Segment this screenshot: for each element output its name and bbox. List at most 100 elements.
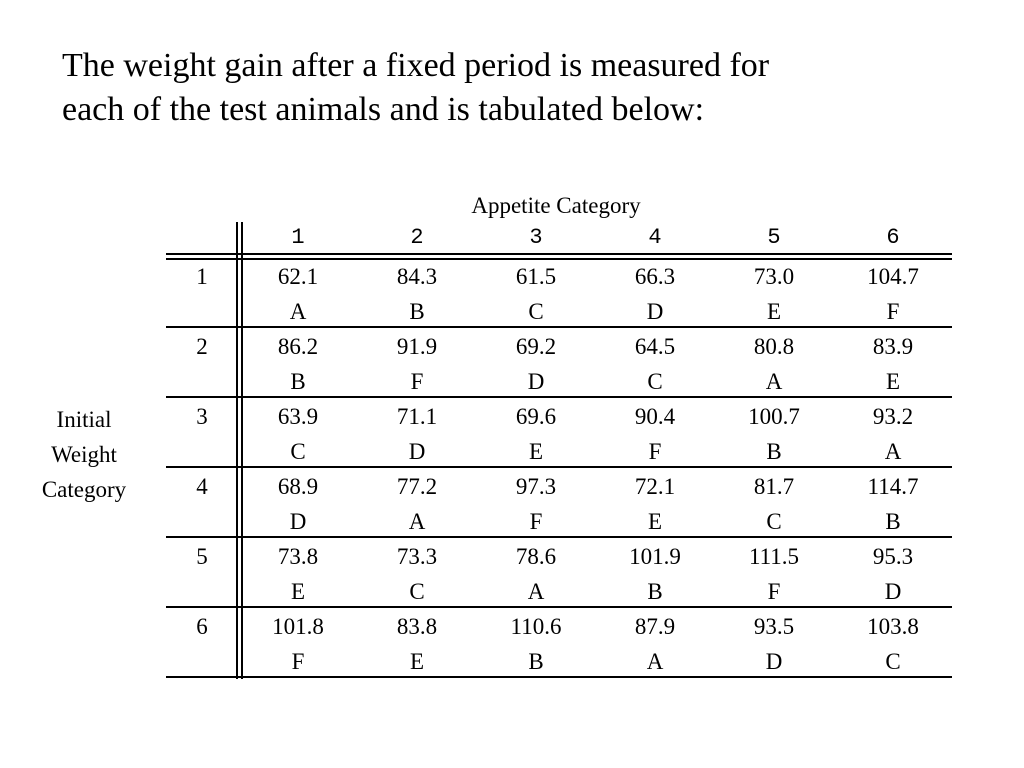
treatment-letter: A xyxy=(527,579,545,604)
treatment-letter: A xyxy=(765,369,783,394)
weight-gain-value: 78.6 xyxy=(515,544,557,569)
table-cell: 100.7 B xyxy=(724,403,824,473)
weight-gain-value: 97.3 xyxy=(515,474,557,499)
table-cell: 101.8 F xyxy=(248,613,348,683)
intro-line-2: each of the test animals and is tabulate… xyxy=(62,91,705,128)
row-group-title-line-2: Weight xyxy=(51,442,117,467)
table-cell: 87.9 A xyxy=(605,613,705,683)
treatment-letter: A xyxy=(408,509,426,534)
row-divider xyxy=(166,536,952,538)
row-group-title: Initial Weight Category xyxy=(24,402,144,507)
treatment-letter: D xyxy=(765,649,783,674)
weight-gain-value: 81.7 xyxy=(753,474,795,499)
treatment-letter: E xyxy=(885,369,901,394)
weight-gain-value: 73.3 xyxy=(396,544,438,569)
weight-gain-value: 111.5 xyxy=(748,544,800,569)
treatment-letter: D xyxy=(646,299,664,324)
row-label: 2 xyxy=(196,334,208,359)
row-label-divider xyxy=(236,222,238,679)
table-cell: 61.5 C xyxy=(486,263,586,333)
row-label: 6 xyxy=(196,614,208,639)
treatment-letter: B xyxy=(647,579,663,604)
treatment-letter: B xyxy=(290,369,306,394)
row-label-divider xyxy=(241,222,243,679)
treatment-letter: E xyxy=(290,579,306,604)
treatment-letter: C xyxy=(647,369,663,394)
treatment-letter: F xyxy=(291,649,305,674)
treatment-letter: E xyxy=(766,299,782,324)
row-label: 5 xyxy=(196,544,208,569)
table-cell: 93.2 A xyxy=(843,403,943,473)
treatment-letter: D xyxy=(527,369,545,394)
row-label: 4 xyxy=(196,474,208,499)
row-group-title-line-1: Initial xyxy=(56,407,112,432)
weight-gain-value: 103.8 xyxy=(867,614,919,639)
table-cell: 97.3 F xyxy=(486,473,586,543)
row-divider xyxy=(166,466,952,468)
column-header: 6 xyxy=(886,225,900,250)
weight-gain-value: 87.9 xyxy=(634,614,676,639)
weight-gain-value: 71.1 xyxy=(396,404,438,429)
table-cell: 93.5 D xyxy=(724,613,824,683)
table-cell: 62.1 A xyxy=(248,263,348,333)
table-cell: 78.6 A xyxy=(486,543,586,613)
header-divider xyxy=(166,258,952,260)
weight-gain-value: 93.5 xyxy=(753,614,795,639)
table-cell: 83.9 E xyxy=(843,333,943,403)
weight-gain-value: 61.5 xyxy=(515,264,557,289)
row-label: 1 xyxy=(196,264,208,289)
weight-gain-value: 77.2 xyxy=(396,474,438,499)
treatment-letter: E xyxy=(528,439,544,464)
table-cell: 111.5 F xyxy=(724,543,824,613)
treatment-letter: C xyxy=(885,649,901,674)
weight-gain-value: 64.5 xyxy=(634,334,676,359)
table-cell: 84.3 B xyxy=(367,263,467,333)
table-cell: 91.9 F xyxy=(367,333,467,403)
table-cell: 73.3 C xyxy=(367,543,467,613)
treatment-letter: F xyxy=(410,369,424,394)
intro-line-1: The weight gain after a fixed period is … xyxy=(62,47,770,84)
treatment-letter: F xyxy=(648,439,662,464)
weight-gain-value: 95.3 xyxy=(872,544,914,569)
weight-gain-value: 101.9 xyxy=(629,544,681,569)
weight-gain-value: 69.6 xyxy=(515,404,557,429)
weight-gain-value: 63.9 xyxy=(277,404,319,429)
row-divider xyxy=(166,606,952,608)
table-cell: 90.4 F xyxy=(605,403,705,473)
treatment-letter: F xyxy=(767,579,781,604)
treatment-letter: B xyxy=(885,509,901,534)
treatment-letter: B xyxy=(766,439,782,464)
column-header: 1 xyxy=(291,225,305,250)
table-cell: 72.1 E xyxy=(605,473,705,543)
table-cell: 83.8 E xyxy=(367,613,467,683)
treatment-letter: C xyxy=(290,439,306,464)
table-cell: 64.5 C xyxy=(605,333,705,403)
header-divider xyxy=(166,253,952,255)
table-cell: 68.9 D xyxy=(248,473,348,543)
weight-gain-value: 100.7 xyxy=(748,404,800,429)
table-cell: 73.8 E xyxy=(248,543,348,613)
weight-gain-value: 91.9 xyxy=(396,334,438,359)
weight-gain-value: 101.8 xyxy=(272,614,324,639)
table-cell: 114.7 B xyxy=(843,473,943,543)
treatment-letter: A xyxy=(884,439,902,464)
treatment-letter: D xyxy=(884,579,902,604)
treatment-letter: E xyxy=(647,509,663,534)
table-cell: 81.7 C xyxy=(724,473,824,543)
weight-gain-value: 86.2 xyxy=(277,334,319,359)
table-cell: 86.2 B xyxy=(248,333,348,403)
table-cell: 66.3 D xyxy=(605,263,705,333)
weight-gain-value: 72.1 xyxy=(634,474,676,499)
table-cell: 71.1 D xyxy=(367,403,467,473)
treatment-letter: A xyxy=(289,299,307,324)
column-header: 2 xyxy=(410,225,424,250)
table-cell: 63.9 C xyxy=(248,403,348,473)
treatment-letter: A xyxy=(646,649,664,674)
column-header: 3 xyxy=(529,225,543,250)
weight-gain-value: 83.8 xyxy=(396,614,438,639)
row-divider xyxy=(166,396,952,398)
treatment-letter: F xyxy=(529,509,543,534)
row-divider xyxy=(166,326,952,328)
weight-gain-value: 84.3 xyxy=(396,264,438,289)
weight-gain-value: 110.6 xyxy=(510,614,562,639)
